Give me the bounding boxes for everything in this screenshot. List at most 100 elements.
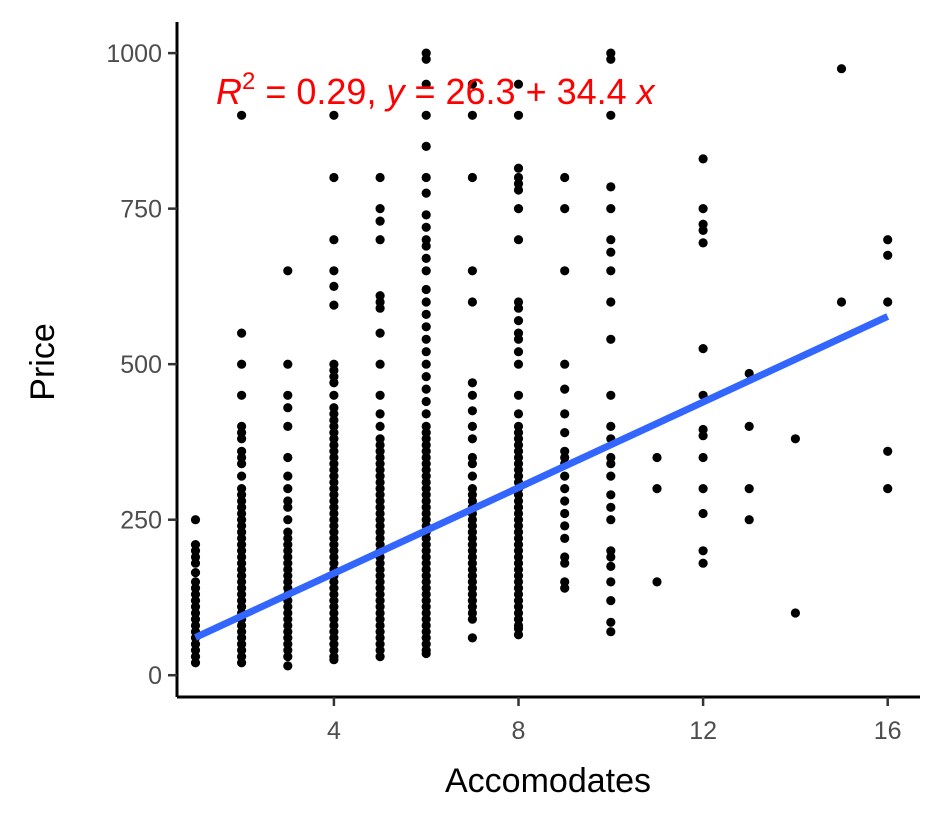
data-point (283, 390, 293, 400)
data-point (375, 564, 385, 575)
y-symbol: y (383, 71, 406, 112)
data-point (698, 558, 708, 568)
data-point (421, 48, 431, 58)
data-point (283, 652, 293, 662)
data-point (190, 589, 201, 600)
data-point (513, 359, 524, 369)
data-point (560, 533, 570, 544)
data-point (836, 297, 847, 307)
data-point (467, 484, 477, 494)
data-point (698, 424, 708, 435)
data-point (467, 79, 477, 89)
data-point (698, 484, 708, 494)
x-tick-label: 4 (327, 717, 341, 745)
data-point (560, 508, 570, 519)
data-point (560, 484, 570, 494)
data-point (237, 564, 247, 575)
data-point (329, 172, 339, 183)
data-point (513, 390, 524, 400)
data-point (560, 552, 570, 562)
data-point (560, 496, 570, 506)
data-point (513, 620, 524, 631)
data-point (283, 527, 293, 537)
data-point (560, 521, 570, 531)
data-point (237, 652, 247, 662)
data-point (744, 421, 754, 431)
data-point (606, 247, 616, 257)
data-point (421, 421, 431, 431)
data-point (467, 421, 477, 431)
data-point (698, 546, 708, 556)
data-point (329, 235, 339, 245)
data-point (606, 577, 616, 587)
data-point (606, 48, 616, 58)
data-point (513, 533, 524, 544)
data-point (375, 533, 385, 544)
data-point (421, 253, 431, 263)
data-point (513, 316, 524, 326)
data-point (421, 110, 431, 120)
data-point (237, 328, 247, 338)
data-point (375, 421, 385, 431)
data-point (329, 502, 339, 512)
data-point (652, 484, 662, 494)
data-point (513, 502, 524, 512)
data-points (190, 48, 893, 671)
data-point (836, 64, 847, 74)
data-point (467, 471, 477, 481)
data-point (421, 502, 431, 512)
data-point (190, 568, 201, 578)
data-point (421, 322, 431, 332)
data-point (329, 477, 339, 487)
data-point (421, 284, 431, 295)
data-point (375, 216, 385, 226)
x-axis-ticks: 4 8 12 16 (327, 697, 902, 745)
data-point (652, 452, 662, 463)
data-point (606, 546, 616, 556)
data-point (329, 589, 339, 600)
data-point (606, 110, 616, 120)
data-point (375, 589, 385, 600)
data-point (421, 359, 431, 369)
data-point (421, 188, 431, 198)
data-point (283, 661, 293, 671)
data-point (606, 617, 616, 627)
data-point (606, 182, 616, 192)
data-point (513, 446, 524, 456)
data-point (513, 297, 524, 307)
data-point (421, 141, 431, 151)
data-point (513, 589, 524, 600)
data-point (883, 446, 893, 456)
data-point (467, 533, 477, 544)
data-point (329, 415, 339, 425)
data-point (283, 359, 293, 369)
data-point (560, 409, 570, 419)
y-tick-label: 500 (120, 351, 162, 379)
data-point (883, 250, 893, 260)
data-point (560, 446, 570, 456)
data-point (283, 502, 293, 512)
data-point (467, 564, 477, 575)
data-point (375, 409, 385, 419)
data-point (283, 484, 293, 494)
data-point (329, 403, 339, 413)
regression-line (193, 313, 890, 641)
data-point (883, 235, 893, 245)
data-point (421, 409, 431, 419)
data-point (421, 620, 431, 631)
data-point (190, 652, 201, 662)
data-point (283, 266, 293, 276)
data-point (375, 172, 385, 183)
data-point (190, 577, 201, 587)
data-point (790, 434, 801, 444)
data-point (606, 561, 616, 572)
data-point (237, 533, 247, 544)
data-point (606, 297, 616, 307)
data-point (513, 564, 524, 575)
data-point (190, 540, 201, 550)
data-point (513, 79, 524, 89)
data-point (698, 219, 708, 229)
data-point (283, 421, 293, 431)
data-point (237, 390, 247, 400)
data-point (606, 515, 616, 525)
